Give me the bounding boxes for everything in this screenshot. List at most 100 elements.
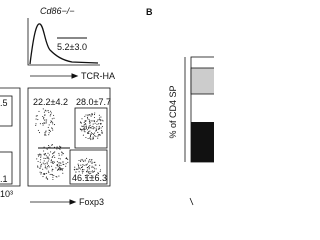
event-dot [53,124,56,126]
event-dot [43,122,45,124]
event-dot [43,111,45,113]
quadrant-top-right: 28.0±7.7 [76,97,111,107]
event-dot [95,168,97,170]
event-dot [48,134,50,136]
event-dot [86,169,88,171]
event-dot [43,157,45,159]
flow-plot-right [27,87,111,187]
event-dot [82,159,84,161]
event-dot [82,160,84,162]
event-dot [87,118,89,120]
event-dot [89,135,92,137]
event-dot [84,128,86,130]
event-dot [89,165,91,167]
event-dot [47,152,49,154]
event-dot [44,114,46,117]
y-axis-label: % of CD4 SP [168,85,178,138]
event-dot [45,130,47,132]
left-plot-bottom: .1 [0,174,8,184]
event-dot [88,131,90,133]
event-dot [60,164,62,166]
event-dot [36,158,38,160]
event-dot [81,129,83,131]
event-dot [43,160,45,162]
event-dot [51,165,53,167]
event-dot [55,167,57,169]
event-dot [90,132,93,134]
event-dot [90,161,92,163]
event-dot [51,170,53,172]
event-dot [47,156,49,158]
event-dot [83,125,85,127]
event-dot [92,120,94,122]
event-dot [78,165,80,167]
event-dot [49,146,51,148]
event-dot [60,168,62,170]
event-dot [78,171,80,173]
event-dot [48,111,50,114]
event-dot [58,175,60,177]
event-dot [58,148,60,150]
event-dot [91,162,93,164]
event-dot [40,156,42,158]
event-dot [100,127,102,129]
event-dot [58,157,60,159]
event-dot [47,160,49,162]
event-dot [83,121,85,123]
event-dot [46,161,48,163]
event-dot [37,119,39,121]
event-dot [61,151,63,153]
event-dot [99,164,101,166]
event-dot [43,173,45,175]
event-dot [35,124,37,126]
event-dot [58,152,60,154]
histogram-axis-label: TCR-HA [81,71,115,81]
event-dot [81,168,84,171]
event-dot [67,161,69,163]
event-dot [101,119,103,121]
event-dot [92,126,95,128]
event-dot [51,162,53,164]
event-dot [58,145,61,147]
event-dot [44,165,46,167]
event-dot [77,168,79,170]
event-dot [84,115,86,117]
event-dot [92,127,94,129]
event-dot [81,170,83,172]
event-dot [100,122,102,124]
event-dot [95,174,97,176]
event-dot [40,172,42,174]
event-dot [88,171,90,173]
event-dot [46,168,48,170]
event-dot [90,174,92,177]
event-dot [90,137,92,139]
event-dot [96,126,98,128]
event-dot [61,169,64,171]
event-dot [43,163,45,165]
event-dot [50,120,53,123]
event-dot [90,139,92,141]
event-dot [54,156,56,158]
event-dot [98,118,100,121]
event-dot [99,134,101,136]
event-dot [51,156,54,158]
event-dot [40,155,42,157]
event-dot [90,115,92,117]
event-dot [85,126,87,128]
bar-chart [184,56,214,206]
figure: Cd86−/− 5.2±3.0 TCR-HA B % of CD4 SP .5 … [0,6,214,207]
event-dot [88,165,90,168]
event-dot [85,120,87,122]
event-dot [81,158,83,160]
event-dot [89,114,91,116]
event-dot [65,158,67,160]
event-dot [65,165,67,167]
event-dot [43,146,45,148]
event-dot [92,123,94,125]
event-dot [48,124,50,126]
event-dot [89,137,91,139]
event-dot [45,121,47,123]
event-dot [93,161,95,163]
event-dot [42,115,44,118]
event-dot [99,120,101,122]
